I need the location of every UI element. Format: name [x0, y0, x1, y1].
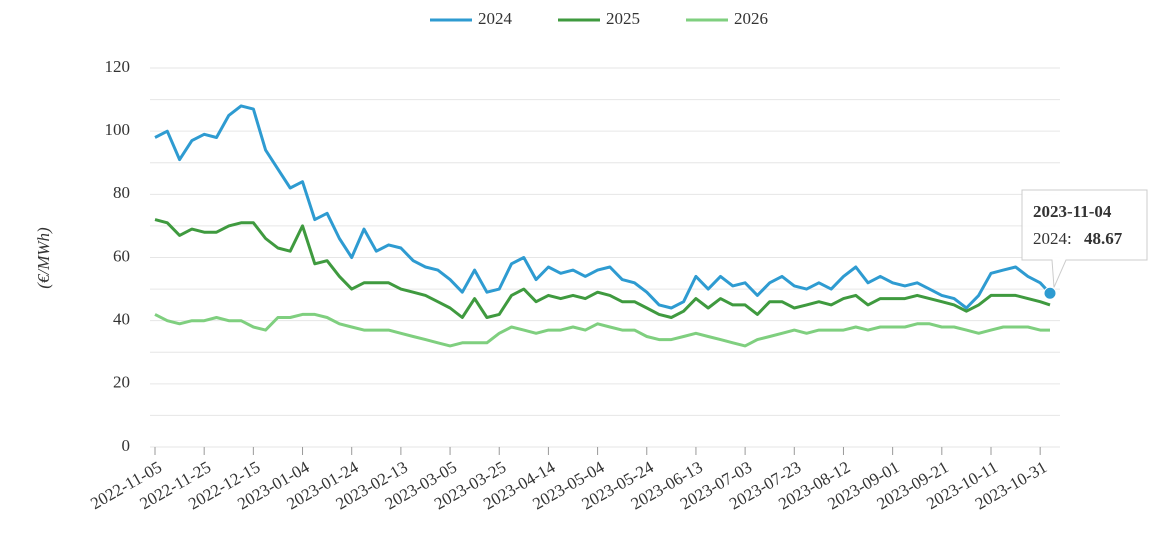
y-tick-label: 20: [113, 373, 130, 392]
y-tick-label: 100: [105, 120, 131, 139]
y-axis-label: (€/MWh): [34, 227, 53, 289]
series-line: [154, 104, 1052, 310]
legend-label: 2026: [734, 9, 768, 28]
series-line: [154, 312, 1050, 348]
legend-label: 2024: [478, 9, 513, 28]
hover-marker: [1043, 286, 1057, 300]
legend-label: 2025: [606, 9, 640, 28]
y-tick-label: 80: [113, 183, 130, 202]
y-tick-label: 120: [105, 57, 131, 76]
tooltip-date: 2023-11-04: [1033, 202, 1112, 221]
tooltip-label: 2024:: [1033, 229, 1072, 248]
tooltip-value: 48.67: [1084, 229, 1123, 248]
series-line: [154, 218, 1051, 319]
y-tick-label: 40: [113, 310, 130, 329]
tooltip-box: [1021, 189, 1148, 288]
y-tick-label: 60: [113, 246, 130, 265]
y-tick-label: 0: [122, 436, 131, 455]
